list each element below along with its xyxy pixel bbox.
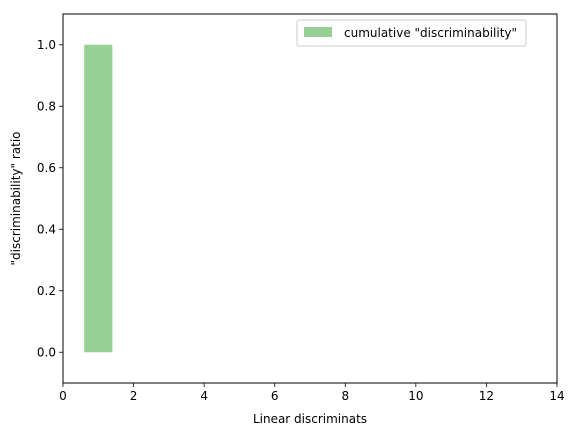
axis-ticks: 0 2 4 6 8 10 12 14 0.0 0.2 0.4 0.6 0.8 1.0 (37, 38, 565, 403)
y-axis-label: "discriminability" ratio (9, 132, 23, 266)
legend: cumulative "discriminability" (296, 19, 527, 47)
x-tick-label: 8 (341, 389, 349, 403)
x-tick-label: 6 (271, 389, 279, 403)
legend-label: cumulative "discriminability" (344, 26, 517, 40)
plot-area (84, 44, 113, 353)
x-tick-label: 4 (200, 389, 208, 403)
legend-swatch (304, 27, 332, 37)
x-tick-label: 10 (408, 389, 423, 403)
bar (84, 44, 113, 353)
y-tick-label: 0.8 (37, 99, 56, 113)
y-tick-label: 0.2 (37, 284, 56, 298)
y-tick-label: 0.0 (37, 345, 56, 359)
x-tick-label: 14 (549, 389, 564, 403)
y-tick-label: 1.0 (37, 38, 56, 52)
y-tick-label: 0.6 (37, 161, 56, 175)
axes-frame (62, 13, 558, 384)
y-tick-label: 0.4 (37, 222, 56, 236)
x-tick-label: 2 (130, 389, 138, 403)
x-axis-label: Linear discriminats (253, 412, 367, 426)
x-tick-label: 12 (479, 389, 494, 403)
x-tick-label: 0 (59, 389, 67, 403)
legend-box (296, 19, 527, 47)
